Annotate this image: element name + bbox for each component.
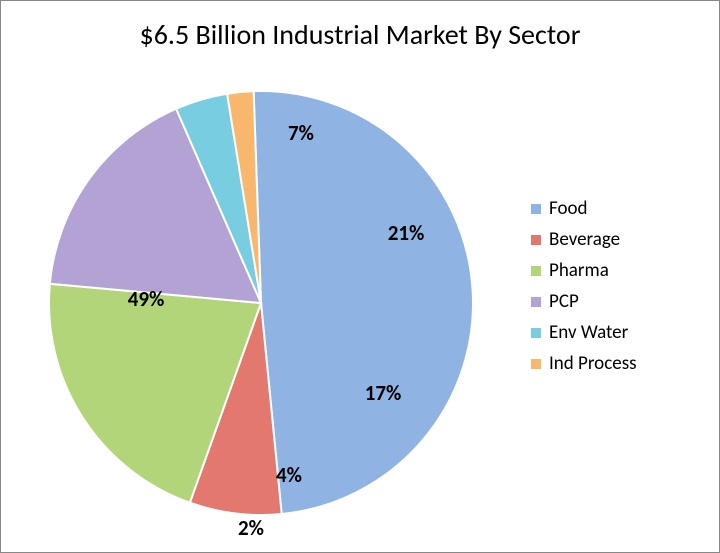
pie-slice-label: 2% [238,515,264,541]
legend-swatch [531,359,541,369]
pie-slice-label: 4% [276,462,302,488]
legend-item: Pharma [531,259,691,282]
legend-label: Env Water [549,321,628,344]
pie-slice-label: 49% [128,286,165,312]
pie-slice-label: 17% [365,380,402,406]
legend-label: PCP [549,290,579,313]
pie-chart: 49%7%21%17%4%2% [41,81,481,521]
chart-frame: $6.5 Billion Industrial Market By Sector… [0,0,720,553]
legend-swatch [531,328,541,338]
legend-item: Beverage [531,228,691,251]
legend-swatch [531,235,541,245]
legend-label: Ind Process [549,352,637,375]
legend-label: Pharma [549,259,609,282]
legend-item: Env Water [531,321,691,344]
legend-swatch [531,297,541,307]
chart-title: $6.5 Billion Industrial Market By Sector [1,17,719,52]
pie-svg [41,81,481,521]
pie-slice-label: 21% [388,220,425,246]
legend: Food Beverage Pharma PCP Env Water Ind Proces… [531,189,691,383]
legend-label: Food [549,197,588,220]
legend-item: Food [531,197,691,220]
pie-slice [254,91,473,514]
legend-swatch [531,204,541,214]
legend-item: Ind Process [531,352,691,375]
legend-item: PCP [531,290,691,313]
legend-label: Beverage [549,228,620,251]
legend-swatch [531,266,541,276]
pie-slice-label: 7% [288,120,314,146]
